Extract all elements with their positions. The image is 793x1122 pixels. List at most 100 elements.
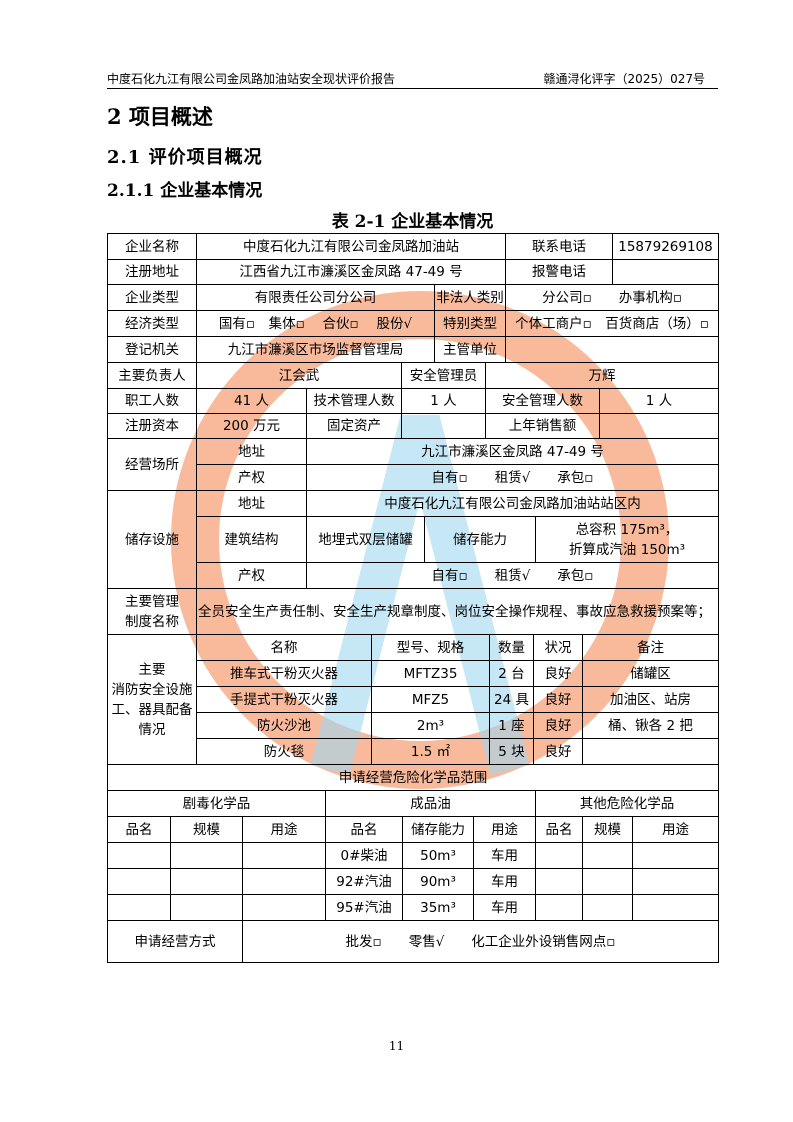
table-caption: 表 2-1 企业基本情况 [331,212,494,232]
heading-1: 2 项目概述 [107,104,213,129]
special-l-label: 特别类型 [434,310,506,337]
chem-rows-1-2-chem-table-cell [242,868,326,895]
nonlegal-l-label: 非法人类别 [434,284,506,311]
chem-rows-1-0-chem-table-cell [107,868,171,895]
chem-rows-2-0-chem-table-cell [107,894,171,921]
store-prop-v-value: 自有▫ 租赁√ 承包▫ [306,562,719,589]
alarm-l-label: 报警电话 [505,259,613,285]
name-l-label: 企业名称 [107,233,197,260]
chem-rows-2-4-chem-table-cell: 35m³ [402,894,474,921]
site-addr-l-label: 地址 [196,438,307,465]
fire-rows-3-4-fire-table-cell [582,738,719,765]
tel-l-label: 联系电话 [505,233,613,260]
chem-title-section-title: 申请经营危险化学品范围 [107,764,719,791]
fire-head-1-fire-table-header: 型号、规格 [371,634,490,661]
chem-rows-1-8-chem-table-cell [632,868,719,895]
chem-head-0-chem-table-header: 品名 [107,816,171,843]
site-prop-l-label: 产权 [196,464,307,491]
header-rule [107,88,718,89]
store-addr-l-label: 地址 [196,490,307,517]
fire-rows-3-3-fire-table-cell: 良好 [533,738,583,765]
page-number: 11 [388,1039,405,1053]
addr-l-label: 注册地址 [107,259,197,285]
fire-rows-2-0-fire-table-cell: 防火沙池 [196,712,372,739]
site-addr-v-value: 九江市濂溪区金凤路 47-49 号 [306,438,719,465]
tech-v-value: 1 人 [401,388,486,414]
heading-3: 2.1.1 企业基本情况 [107,181,263,201]
fire-head-4-fire-table-header: 备注 [582,634,719,661]
sales-v-value [599,413,719,439]
chem-head-7-chem-table-header: 规模 [582,816,633,843]
chem-rows-0-1-chem-table-cell [170,842,243,869]
alarm-v-value [612,259,719,285]
fire-head-0-fire-table-header: 名称 [196,634,372,661]
chem-rows-0-7-chem-table-cell [582,842,633,869]
special-v-value: 个体工商户▫ 百货商店（场）▫ [505,310,719,337]
name-v-value: 中度石化九江有限公司金凤路加油站 [196,233,506,260]
chem-groups-1-group-header: 成品油 [325,790,536,817]
chem-rows-0-2-chem-table-cell [242,842,326,869]
storage-capacity-value: 总容积 175m³， 折算成汽油 150m³ [535,516,719,563]
fire-rows-2-2-fire-table-cell: 1 座 [489,712,534,739]
chem-rows-0-3-chem-table-cell: 0#柴油 [325,842,403,869]
chem-rows-1-4-chem-table-cell: 90m³ [402,868,474,895]
type-l-label: 企业类型 [107,284,197,311]
cap2-l-label: 储存能力 [424,516,536,563]
chem-rows-2-8-chem-table-cell [632,894,719,921]
fire-rows-2-1-fire-table-cell: 2m³ [371,712,490,739]
chem-rows-2-1-chem-table-cell [170,894,243,921]
staff-l-label: 职工人数 [107,388,197,414]
chem-rows-2-2-chem-table-cell [242,894,326,921]
cap-v-value: 200 万元 [196,413,307,439]
chem-head-6-chem-table-header: 品名 [535,816,583,843]
chem-head-5-chem-table-header: 用途 [473,816,536,843]
mgmt-v-value: 全员安全生产责任制、安全生产规章制度、岗位安全操作规程、事故应急救援预案等； [196,588,719,635]
store-prop-l-label: 产权 [196,562,307,589]
struct-v-value: 地埋式双层储罐 [306,516,425,563]
store-addr-v-value: 中度石化九江有限公司金凤路加油站站区内 [306,490,719,517]
heading-2: 2.1 评价项目概况 [107,147,263,168]
chem-rows-2-3-chem-table-cell: 95#汽油 [325,894,403,921]
chem-rows-0-4-chem-table-cell: 50m³ [402,842,474,869]
tech-l-label: 技术管理人数 [306,388,402,414]
fire-label-line: 工、器具配备 [111,701,193,718]
chem-rows-1-6-chem-table-cell [535,868,583,895]
chem-head-3-chem-table-header: 品名 [325,816,403,843]
nonlegal-v-value: 分公司▫ 办事机构▫ [505,284,719,311]
fire-label-line: 主要 [138,661,166,678]
staff-v-value: 41 人 [196,388,307,414]
fire-rows-2-4-fire-table-cell: 桶、锹各 2 把 [582,712,719,739]
type-v-value: 有限责任公司分公司 [196,284,435,311]
reg-l-label: 登记机关 [107,336,197,363]
fire-label-line: 消防安全设施 [111,681,193,698]
site-l-label: 经营场所 [107,438,197,491]
chem-rows-2-5-chem-table-cell: 车用 [473,894,536,921]
econ-v-value: 国有▫ 集体▫ 合伙▫ 股份√ [196,310,435,337]
storage-capacity-line: 折算成汽油 150m³ [568,541,686,558]
fixed-l-label: 固定资产 [306,413,402,439]
fire-rows-0-4-fire-table-cell: 储罐区 [582,660,719,687]
fire-rows-2-3-fire-table-cell: 良好 [533,712,583,739]
sup-v-value [505,336,719,363]
chem-rows-0-8-chem-table-cell [632,842,719,869]
sup-l-label: 主管单位 [434,336,506,363]
chem-rows-2-6-chem-table-cell [535,894,583,921]
chem-rows-1-7-chem-table-cell [582,868,633,895]
fire-rows-3-1-fire-table-cell: 1.5 ㎡ [371,738,490,765]
fire-rows-0-3-fire-table-cell: 良好 [533,660,583,687]
mgmt-label: 主要管理 制度名称 [107,588,197,635]
chem-rows-1-3-chem-table-cell: 92#汽油 [325,868,403,895]
chem-head-1-chem-table-header: 规模 [170,816,243,843]
mode-l-label: 申请经营方式 [107,920,243,963]
fire-rows-1-2-fire-table-cell: 24 具 [489,686,534,713]
chem-rows-0-5-chem-table-cell: 车用 [473,842,536,869]
head-l-label: 主要负责人 [107,362,197,389]
fire-rows-1-1-fire-table-cell: MFZ5 [371,686,490,713]
fire-rows-3-2-fire-table-cell: 5 块 [489,738,534,765]
fire-label: 主要 消防安全设施 工、器具配备 情况 [107,634,197,765]
mgmt-label-line: 制度名称 [125,613,179,630]
safety-v-value: 万辉 [485,362,719,389]
fire-rows-0-2-fire-table-cell: 2 台 [489,660,534,687]
page-header-left: 中度石化九江有限公司金凤路加油站安全现状评价报告 [107,72,396,86]
chem-head-8-chem-table-header: 用途 [632,816,719,843]
